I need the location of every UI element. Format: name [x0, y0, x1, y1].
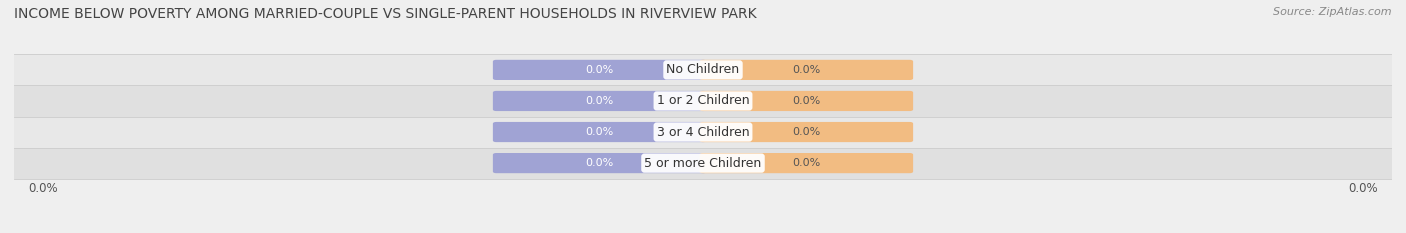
Text: 0.0%: 0.0% [585, 127, 614, 137]
Text: 0.0%: 0.0% [792, 65, 821, 75]
Bar [14, 147, 1392, 179]
FancyBboxPatch shape [700, 122, 912, 142]
FancyBboxPatch shape [494, 60, 706, 80]
Bar [14, 116, 1392, 147]
Bar [14, 86, 1392, 116]
Text: Source: ZipAtlas.com: Source: ZipAtlas.com [1274, 7, 1392, 17]
FancyBboxPatch shape [700, 91, 912, 111]
Text: 0.0%: 0.0% [1348, 182, 1378, 195]
Text: 0.0%: 0.0% [792, 158, 821, 168]
FancyBboxPatch shape [700, 60, 912, 80]
Text: INCOME BELOW POVERTY AMONG MARRIED-COUPLE VS SINGLE-PARENT HOUSEHOLDS IN RIVERVI: INCOME BELOW POVERTY AMONG MARRIED-COUPL… [14, 7, 756, 21]
Text: No Children: No Children [666, 63, 740, 76]
FancyBboxPatch shape [494, 91, 706, 111]
Text: 5 or more Children: 5 or more Children [644, 157, 762, 170]
Text: 3 or 4 Children: 3 or 4 Children [657, 126, 749, 139]
Text: 0.0%: 0.0% [585, 96, 614, 106]
Text: 0.0%: 0.0% [28, 182, 58, 195]
Text: 0.0%: 0.0% [585, 65, 614, 75]
Text: 0.0%: 0.0% [792, 96, 821, 106]
Text: 0.0%: 0.0% [585, 158, 614, 168]
Text: 1 or 2 Children: 1 or 2 Children [657, 94, 749, 107]
Bar [14, 54, 1392, 86]
FancyBboxPatch shape [494, 122, 706, 142]
Text: 0.0%: 0.0% [792, 127, 821, 137]
FancyBboxPatch shape [494, 153, 706, 173]
FancyBboxPatch shape [700, 153, 912, 173]
